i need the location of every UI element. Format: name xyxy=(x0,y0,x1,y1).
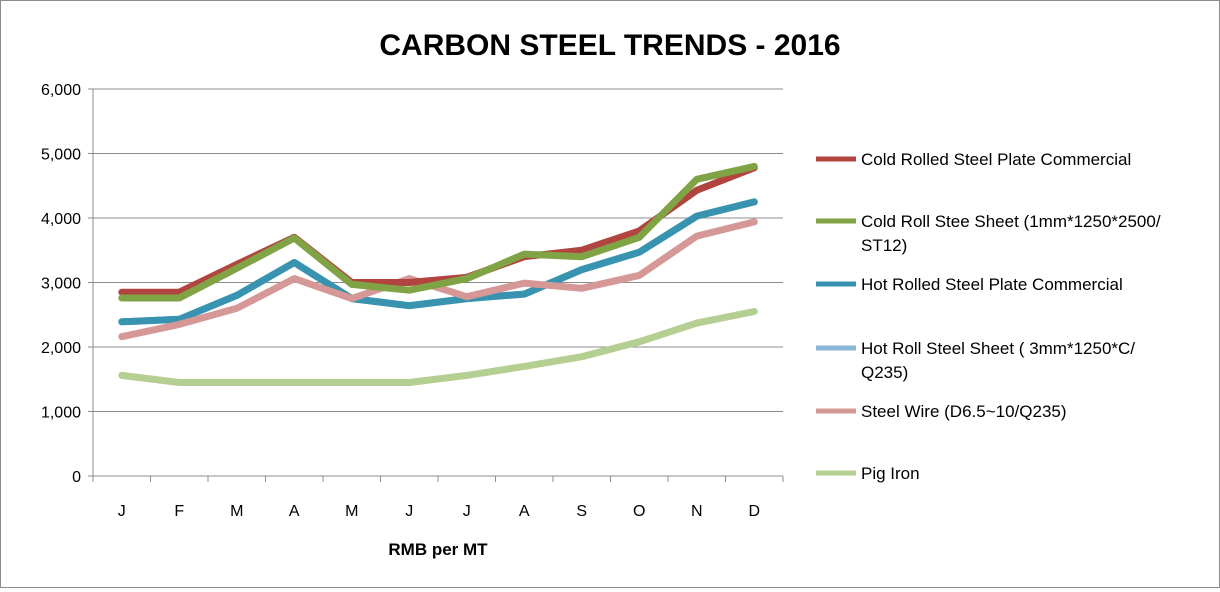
x-tick-label: A xyxy=(519,503,530,520)
legend-label: Q235) xyxy=(861,363,908,382)
series-line-3 xyxy=(118,198,758,326)
x-axis-title: RMB per MT xyxy=(388,540,488,559)
y-tick-label: 2,000 xyxy=(41,340,81,357)
x-tick-label: N xyxy=(691,503,703,520)
x-tick-label: A xyxy=(289,503,300,520)
series-line-6 xyxy=(118,308,758,386)
y-tick-label: 6,000 xyxy=(41,82,81,99)
y-tick-label: 3,000 xyxy=(41,276,81,293)
y-tick-label: 0 xyxy=(72,469,81,486)
x-tick-label: M xyxy=(345,503,358,520)
series-layer xyxy=(118,162,758,386)
axis-layer: 0 1,000 2,000 3,000 4,000 5,000 6,000 J F M A M J J A S… xyxy=(41,82,784,520)
legend-label: Pig Iron xyxy=(861,464,920,483)
legend-label: Cold Rolled Steel Plate Commercial xyxy=(861,150,1131,169)
x-tick-label: S xyxy=(576,503,587,520)
legend-label: Steel Wire (D6.5~10/Q235) xyxy=(861,402,1067,421)
chart-title: CARBON STEEL TRENDS - 2016 xyxy=(379,29,840,62)
legend-label: Hot Rolled Steel Plate Commercial xyxy=(861,275,1123,294)
legend-label: Cold Roll Stee Sheet (1mm*1250*2500/ xyxy=(861,212,1161,231)
y-tick-label: 4,000 xyxy=(41,211,81,228)
y-tick-label: 1,000 xyxy=(41,405,81,422)
x-tick-label: M xyxy=(230,503,243,520)
y-tick-label: 5,000 xyxy=(41,147,81,164)
x-tick-label: J xyxy=(405,503,413,520)
x-tick-label: J xyxy=(118,503,126,520)
legend-layer: Cold Rolled Steel Plate Commercial Cold R… xyxy=(816,150,1161,483)
series-line-2 xyxy=(118,162,758,302)
series-line-1 xyxy=(118,164,758,296)
legend-label: Hot Roll Steel Sheet ( 3mm*1250*C/ xyxy=(861,339,1135,358)
x-tick-label: D xyxy=(748,503,760,520)
legend-label: ST12) xyxy=(861,236,907,255)
x-tick-label: J xyxy=(463,503,471,520)
x-tick-label: F xyxy=(174,503,184,520)
x-tick-label: O xyxy=(633,503,645,520)
